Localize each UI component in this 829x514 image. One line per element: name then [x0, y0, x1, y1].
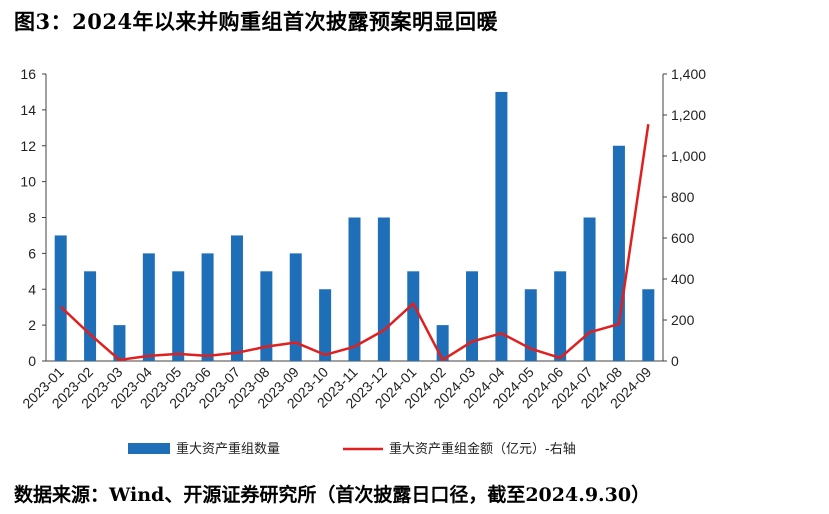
bar-2023-11: [348, 217, 361, 361]
bar-2023-08: [260, 271, 273, 361]
left-tick-label: 8: [28, 210, 36, 226]
bar-2024-09: [642, 289, 655, 361]
right-tick-label: 1,400: [671, 66, 706, 82]
bar-2024-06: [554, 271, 567, 361]
left-tick-label: 2: [28, 317, 36, 333]
left-tick-label: 4: [28, 281, 36, 297]
bar-2024-02: [436, 325, 449, 361]
left-tick-label: 14: [20, 102, 36, 118]
bar-2023-09: [289, 253, 302, 361]
bar-2023-10: [319, 289, 332, 361]
line-series: [59, 124, 650, 362]
bar-2024-01: [407, 271, 420, 361]
legend-label-bar: 重大资产重组数量: [176, 441, 280, 457]
bar-2024-04: [495, 91, 508, 361]
axes: 0 2 4 6 8 10 12 14 16 0 200 400 600 800 1,000 1,200 1,40…: [20, 66, 706, 369]
x-tick-labels: 2023-012023-022023-032023-042023-052023-…: [19, 364, 654, 412]
source-note: 数据来源：Wind、开源证券研究所（首次披露日口径，截至2024.9.30）: [14, 484, 651, 506]
left-tick-label: 0: [28, 353, 36, 369]
bar-2023-06: [201, 253, 214, 361]
legend-swatch-bar: [128, 443, 170, 454]
left-tick-label: 12: [20, 138, 36, 154]
left-tick-label: 16: [20, 66, 36, 82]
chart-title: 图3：2024年以来并购重组首次披露预案明显回暖: [14, 9, 499, 34]
bar-2024-07: [583, 217, 596, 361]
legend: 重大资产重组数量 重大资产重组金额（亿元）-右轴: [128, 441, 576, 457]
bar-2023-12: [377, 217, 390, 361]
right-tick-label: 1,000: [671, 148, 706, 164]
right-tick-label: 400: [671, 271, 695, 287]
bar-2023-04: [142, 253, 155, 361]
left-tick-label: 6: [28, 245, 36, 261]
bar-2024-03: [466, 271, 479, 361]
bar-2023-03: [113, 325, 126, 361]
bar-2023-07: [230, 235, 243, 361]
bar-2023-01: [54, 235, 67, 361]
bar-series: [54, 91, 655, 361]
right-tick-label: 200: [671, 312, 695, 328]
bar-2023-05: [172, 271, 185, 361]
bar-2024-05: [524, 289, 537, 361]
bar-2023-02: [84, 271, 97, 361]
right-tick-label: 1,200: [671, 107, 706, 123]
left-tick-label: 10: [20, 174, 36, 190]
right-tick-label: 800: [671, 189, 695, 205]
right-tick-label: 0: [671, 353, 679, 369]
right-tick-label: 600: [671, 230, 695, 246]
bar-2024-08: [612, 145, 625, 361]
legend-label-line: 重大资产重组金额（亿元）-右轴: [389, 441, 576, 457]
